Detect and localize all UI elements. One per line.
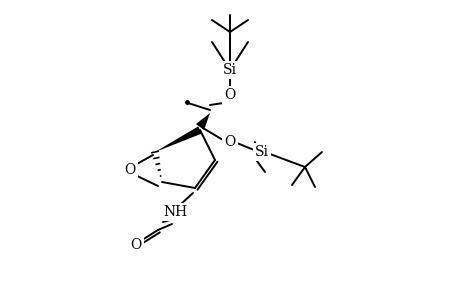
- Text: O: O: [130, 238, 141, 252]
- Text: O: O: [224, 88, 235, 102]
- Polygon shape: [196, 113, 210, 130]
- Text: O: O: [224, 135, 235, 149]
- Text: Si: Si: [254, 145, 269, 159]
- Polygon shape: [155, 126, 202, 152]
- Text: Si: Si: [223, 63, 236, 77]
- Text: O: O: [124, 163, 135, 177]
- Text: NH: NH: [162, 205, 187, 219]
